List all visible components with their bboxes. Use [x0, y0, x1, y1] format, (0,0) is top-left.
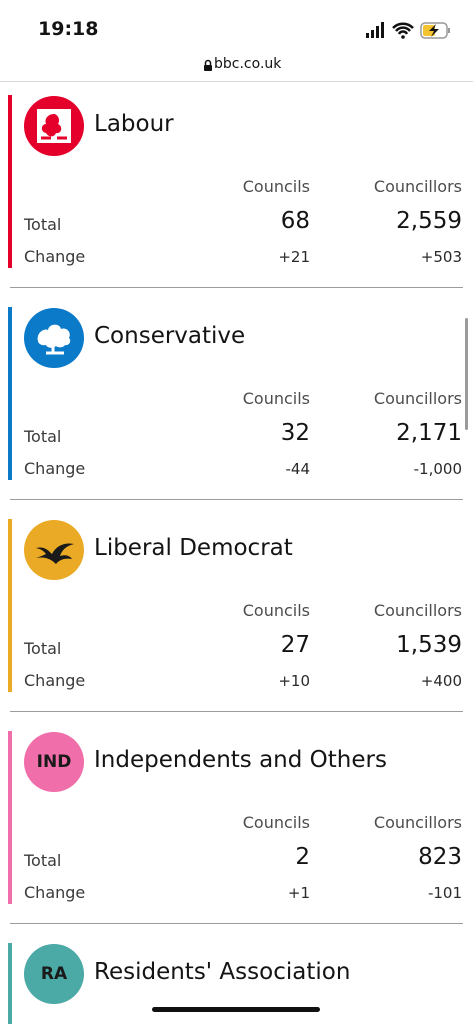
row-label: Total	[24, 427, 62, 446]
party-color-bar	[8, 943, 12, 1024]
total-value: 2,559	[396, 208, 462, 234]
card-divider	[10, 287, 463, 288]
row-label: Total	[24, 215, 62, 234]
row-label: Change	[24, 883, 86, 902]
column-header: Councils	[242, 389, 310, 408]
total-value: 1,539	[396, 632, 462, 658]
party-logo	[24, 96, 84, 156]
total-value: 68	[280, 208, 310, 234]
column-header: Councillors	[373, 813, 462, 832]
column-header: Councils	[242, 601, 310, 620]
row-label: Total	[24, 851, 62, 870]
column-header: Councils	[242, 177, 310, 196]
party-color-bar	[8, 307, 12, 480]
total-value: 2,171	[396, 420, 462, 446]
row-label: Change	[24, 671, 86, 690]
change-value: -101	[427, 884, 462, 902]
total-value: 2	[295, 844, 310, 870]
party-name[interactable]: Residents' Association	[94, 959, 351, 985]
card-divider	[10, 923, 463, 924]
card-divider	[10, 499, 463, 500]
change-value: +1	[287, 884, 310, 902]
total-value: 823	[418, 844, 462, 870]
scrollbar	[465, 318, 468, 430]
party-name[interactable]: Independents and Others	[94, 747, 387, 773]
party-color-bar	[8, 95, 12, 268]
party-name[interactable]: Labour	[94, 111, 174, 137]
change-value: -44	[285, 460, 311, 478]
lock-icon	[204, 59, 212, 71]
party-name[interactable]: Liberal Democrat	[94, 535, 293, 561]
column-header: Councillors	[373, 389, 462, 408]
change-value: -1,000	[413, 460, 462, 478]
row-label: Total	[24, 639, 62, 658]
total-value: 27	[280, 632, 310, 658]
change-value: +503	[420, 248, 462, 266]
party-badge: IND	[24, 732, 84, 792]
change-value: +400	[420, 672, 462, 690]
row-label: Change	[24, 459, 86, 478]
status-icons	[366, 22, 450, 39]
party-logo	[24, 308, 84, 368]
home-indicator	[152, 1007, 320, 1012]
clock: 19:18	[38, 18, 99, 40]
column-header: Councils	[242, 813, 310, 832]
party-badge: RA	[24, 944, 84, 1004]
party-logo	[24, 520, 84, 580]
change-value: +21	[278, 248, 310, 266]
total-value: 32	[280, 420, 310, 446]
toolbar-divider	[0, 81, 473, 82]
change-value: +10	[278, 672, 310, 690]
row-label: Change	[24, 247, 86, 266]
card-divider	[10, 711, 463, 712]
party-color-bar	[8, 519, 12, 692]
url[interactable]: bbc.co.uk	[214, 56, 282, 72]
party-color-bar	[8, 731, 12, 904]
party-name[interactable]: Conservative	[94, 323, 246, 349]
column-header: Councillors	[373, 601, 462, 620]
column-header: Councillors	[373, 177, 462, 196]
